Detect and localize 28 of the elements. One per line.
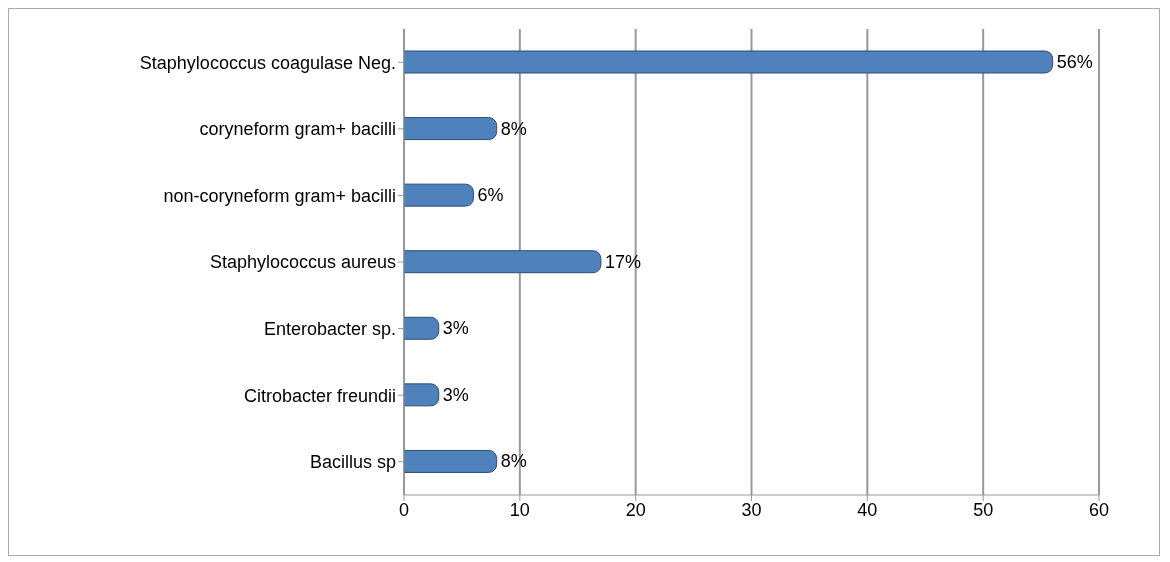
y-tick-label: Staphylococcus coagulase Neg. bbox=[139, 52, 396, 73]
x-tick-label: 0 bbox=[398, 499, 410, 520]
y-tick-label: Staphylococcus aureus bbox=[209, 252, 396, 273]
y-tick-label: Citrobacter freundii bbox=[243, 385, 396, 406]
y-tick-label: Bacillus sp bbox=[309, 452, 396, 473]
x-tick-label: 20 bbox=[625, 499, 646, 520]
bar bbox=[404, 383, 440, 407]
bar bbox=[404, 117, 498, 141]
bar bbox=[404, 183, 474, 207]
data-label: 56% bbox=[1056, 52, 1093, 72]
bar bbox=[404, 250, 602, 274]
x-tick-label: 30 bbox=[741, 499, 762, 520]
data-label: 3% bbox=[442, 318, 469, 339]
bar bbox=[404, 50, 1054, 74]
data-label: 8% bbox=[500, 118, 527, 139]
data-label: 6% bbox=[477, 185, 504, 206]
x-tick-label: 60 bbox=[1088, 499, 1110, 520]
bar bbox=[404, 316, 440, 340]
y-tick-label: Enterobacter sp. bbox=[263, 318, 396, 339]
x-tick-label: 10 bbox=[509, 499, 530, 520]
x-tick-label: 40 bbox=[857, 499, 878, 520]
y-tick-label: coryneform gram+ bacilli bbox=[199, 119, 396, 140]
data-label: 8% bbox=[500, 451, 527, 472]
y-tick-label: non-coryneform gram+ bacilli bbox=[163, 185, 396, 206]
bar bbox=[404, 449, 498, 473]
data-label: 17% bbox=[604, 251, 641, 272]
x-tick-label: 50 bbox=[973, 499, 994, 520]
data-label: 3% bbox=[442, 384, 469, 405]
